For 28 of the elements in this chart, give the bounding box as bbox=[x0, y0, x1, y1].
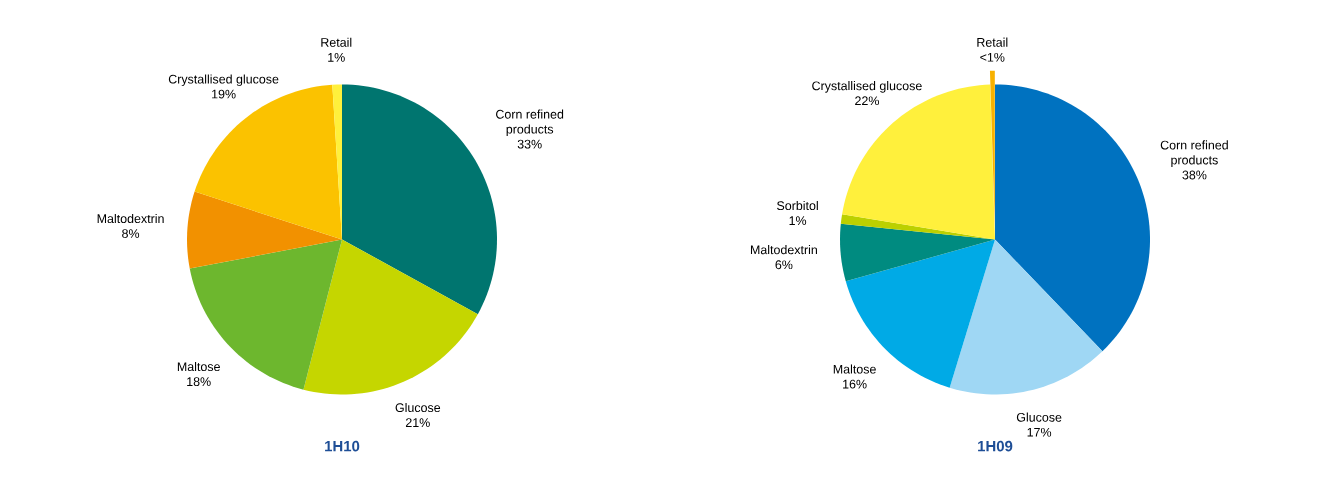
data-label: 17% bbox=[1027, 427, 1052, 437]
data-label: 22% bbox=[855, 96, 879, 106]
data-label: 33% bbox=[517, 139, 542, 149]
slice-label: Crystallised glucose bbox=[168, 74, 279, 86]
data-label: 21% bbox=[405, 418, 430, 427]
slice-label: Maltose bbox=[833, 364, 876, 374]
data-label: 18% bbox=[187, 377, 211, 387]
data-label: 19% bbox=[212, 89, 236, 99]
slice-label: Crystallised glucose bbox=[812, 81, 922, 93]
data-label: <1% bbox=[980, 52, 1005, 62]
slice-label: Retail bbox=[977, 37, 1008, 47]
slice-label: Corn refined products bbox=[1160, 140, 1228, 167]
slice-label: Maltodextrin bbox=[97, 213, 164, 224]
slice-label: Corn refined products bbox=[496, 109, 564, 137]
text: 1H10 bbox=[325, 440, 360, 452]
data-label: 16% bbox=[843, 379, 867, 389]
slice-label: Retail bbox=[321, 37, 352, 47]
data-label: 8% bbox=[122, 229, 140, 238]
text: 1H09 bbox=[978, 440, 1013, 452]
data-label: 38% bbox=[1182, 170, 1207, 180]
slice-label: Maltose bbox=[177, 361, 220, 372]
slice-label: Glucose bbox=[395, 402, 441, 413]
slice-label: Maltodextrin bbox=[750, 245, 817, 255]
data-label: 1% bbox=[328, 53, 345, 62]
slice-label: Sorbitol bbox=[777, 200, 818, 211]
data-label: 1% bbox=[789, 216, 807, 225]
data-label: 6% bbox=[775, 260, 793, 270]
slice-label: Glucose bbox=[1016, 412, 1062, 422]
